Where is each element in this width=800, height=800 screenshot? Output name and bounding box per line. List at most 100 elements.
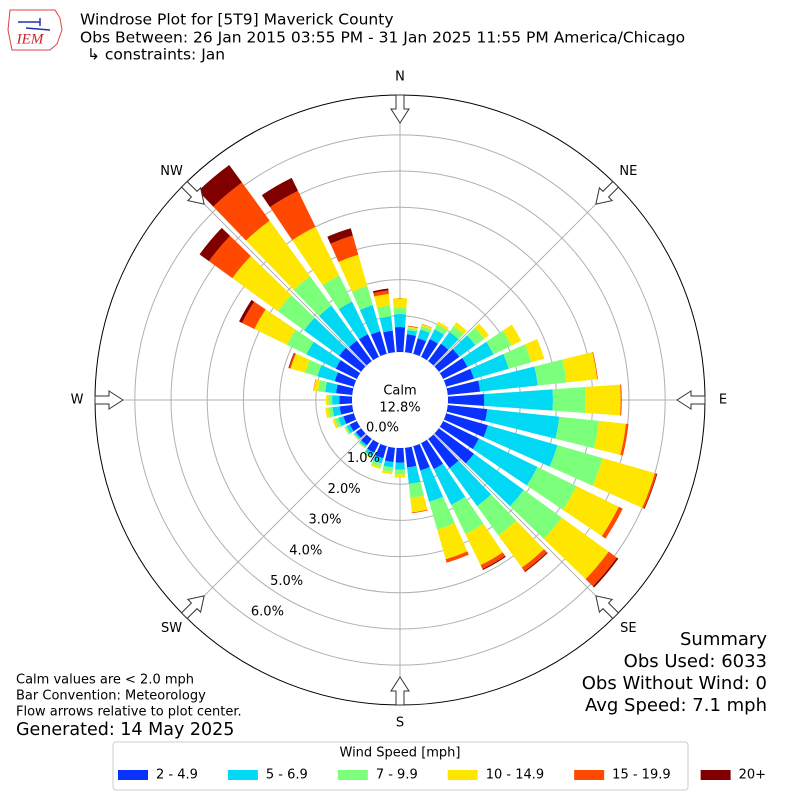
grid-spoke [433, 433, 617, 617]
flow-arrow-shape [676, 390, 706, 410]
wind-bar-segment [289, 353, 296, 369]
wind-bar-segment [377, 305, 392, 319]
wind-bar-segment [199, 227, 231, 262]
wind-bar-segment [322, 275, 352, 310]
wind-bar-segment [407, 325, 419, 329]
wind-bar-segment [470, 353, 509, 379]
legend-swatch [447, 770, 478, 780]
legend-swatch [227, 770, 258, 780]
wind-bar-segment [526, 467, 577, 510]
legend-label: 7 - 9.9 [376, 768, 418, 783]
wind-bar-segment [407, 465, 421, 484]
wind-bar-segment [286, 329, 314, 355]
wind-bar-segment [594, 420, 626, 455]
wind-bar-segment [382, 465, 393, 472]
wind-bar-segment [208, 235, 251, 279]
wind-bar-segment [339, 347, 366, 372]
logo-lines [18, 18, 51, 31]
wind-bar-segment [365, 448, 375, 457]
grid-spoke [183, 183, 367, 367]
wind-bar-segment [421, 439, 444, 470]
wind-bar-segment [364, 451, 373, 458]
wind-bar-segment [344, 426, 350, 435]
wind-bar-segment [290, 353, 310, 373]
legend-swatch [118, 770, 148, 780]
wind-bar-segment [346, 424, 354, 434]
wind-bar-segment [585, 551, 617, 587]
wind-bar-segment [477, 494, 517, 536]
wind-bar-segment [393, 307, 407, 315]
flow-arrow-shape [94, 390, 124, 410]
windrose-plot: Calm 12.8% 0.0% 1.0% 2.0% 3.0% 4.0% 5.0% 6.0% N NE… [71, 70, 728, 731]
wind-bar-segment [254, 309, 296, 345]
wind-bar-segment [358, 442, 365, 449]
wind-bar-segment [428, 343, 449, 366]
wind-bar-segment [351, 286, 373, 310]
wind-bar-segment [335, 360, 361, 379]
wind-bar-segment [510, 489, 562, 539]
wind-bar-segment [447, 394, 485, 406]
compass-label: NW [160, 164, 183, 179]
wind-bar-segment [592, 458, 655, 508]
wind-bar-segment [395, 447, 405, 463]
wind-bar-segment [328, 407, 335, 418]
wind-bar-segment [332, 406, 342, 417]
wind-bar-segment [521, 549, 547, 572]
flow-arrow-shape [595, 180, 620, 205]
wind-bar-segment [410, 495, 428, 513]
wind-bar-segment [344, 426, 351, 435]
compass-label: E [719, 393, 727, 408]
r-tick-label: 0.0% [366, 420, 399, 435]
wind-bar-segment [421, 324, 433, 330]
wind-bar-segment [555, 416, 599, 449]
wind-bar-segment [465, 523, 503, 566]
wind-bar-segment [269, 190, 316, 241]
wind-bar-segment [381, 470, 393, 475]
legend-label: 20+ [739, 768, 766, 783]
wind-bar-segment [358, 441, 366, 449]
wind-bar-segment [293, 276, 332, 316]
wind-bar-segment [534, 359, 567, 386]
wind-bar-segment [383, 330, 395, 354]
wind-bar-segment [413, 338, 427, 357]
logo-text: IEM [16, 31, 45, 47]
wind-bar-segment [407, 327, 418, 332]
note: Bar Convention: Meteorology [16, 689, 206, 704]
summary: Obs Without Wind: 0 [582, 673, 767, 694]
wind-bar-segment [620, 384, 622, 416]
wind-bar-segment [421, 323, 433, 329]
calm-label: Calm [383, 384, 416, 399]
wind-bar-segment [462, 341, 494, 368]
constraints: ↳ constraints: Jan [87, 46, 225, 64]
wind-bar-segment [482, 555, 506, 571]
wind-bar-segment [330, 235, 359, 262]
legend-label: 10 - 14.9 [486, 768, 544, 783]
wind-bar-segment [429, 329, 445, 344]
wind-bar-segment [443, 413, 488, 438]
wind-bar-segment [503, 344, 532, 369]
wind-bar-segment [439, 421, 479, 450]
flow-arrow-shape [180, 595, 205, 620]
wind-bar-segment [292, 226, 340, 286]
wind-bar-segment [242, 301, 266, 329]
summary: Avg Speed: 7.1 mph [585, 695, 767, 716]
wind-bar-segment [354, 432, 361, 440]
legend-title: Wind Speed [mph] [340, 746, 461, 761]
wind-bar-segment [433, 463, 466, 505]
wind-bar-segment [445, 551, 469, 563]
wind-bar-segment [543, 517, 609, 580]
wind-bar-segment [549, 445, 603, 486]
wind-bar-segment [355, 428, 366, 438]
wind-bar-segment [405, 446, 417, 468]
wind-bar-segment [353, 433, 360, 441]
r-tick-label: 1.0% [347, 451, 380, 466]
wind-bar-segment [421, 338, 438, 361]
wind-bar-segment [440, 331, 459, 350]
wind-bar-segment [524, 338, 545, 363]
wind-bar-segment [372, 288, 389, 294]
wind-bar-segment [317, 365, 338, 382]
wind-bar-segment [562, 486, 619, 537]
wind-bar-segment [449, 460, 492, 507]
wind-bar-segment [413, 443, 430, 471]
wind-bar-segment [373, 455, 384, 464]
